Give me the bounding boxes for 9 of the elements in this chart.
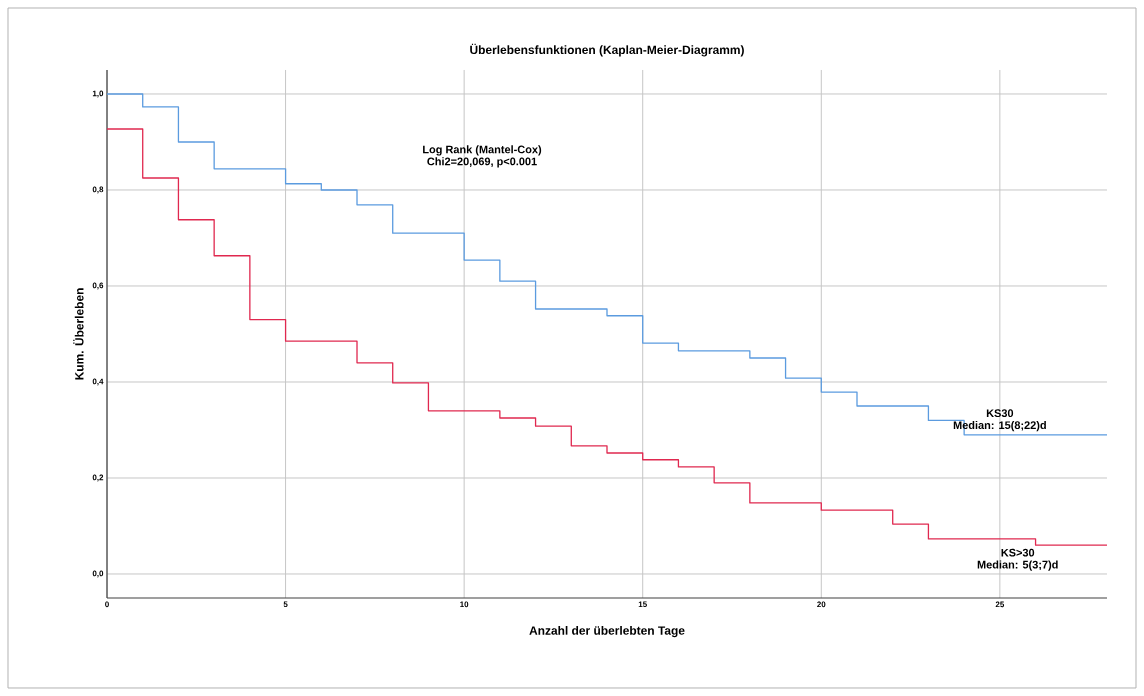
annotation: Log Rank (Mantel-Cox) <box>423 145 542 156</box>
y-axis-title: Kum. Überleben <box>73 288 84 380</box>
series-label: KS30 <box>986 409 1014 418</box>
chart-title: Überlebensfunktionen (Kaplan-Meier-Diagramm) <box>470 43 744 57</box>
x-axis-title: Anzahl der überlebten Tage <box>529 625 685 638</box>
annotation: Median: 15(8;22)d <box>953 420 1046 432</box>
series-label: KS>30 <box>1001 548 1035 557</box>
annotation: Chi2=20,069, p<0.001 <box>427 157 537 168</box>
annotation: Median: 5(3;7)d <box>977 560 1058 571</box>
